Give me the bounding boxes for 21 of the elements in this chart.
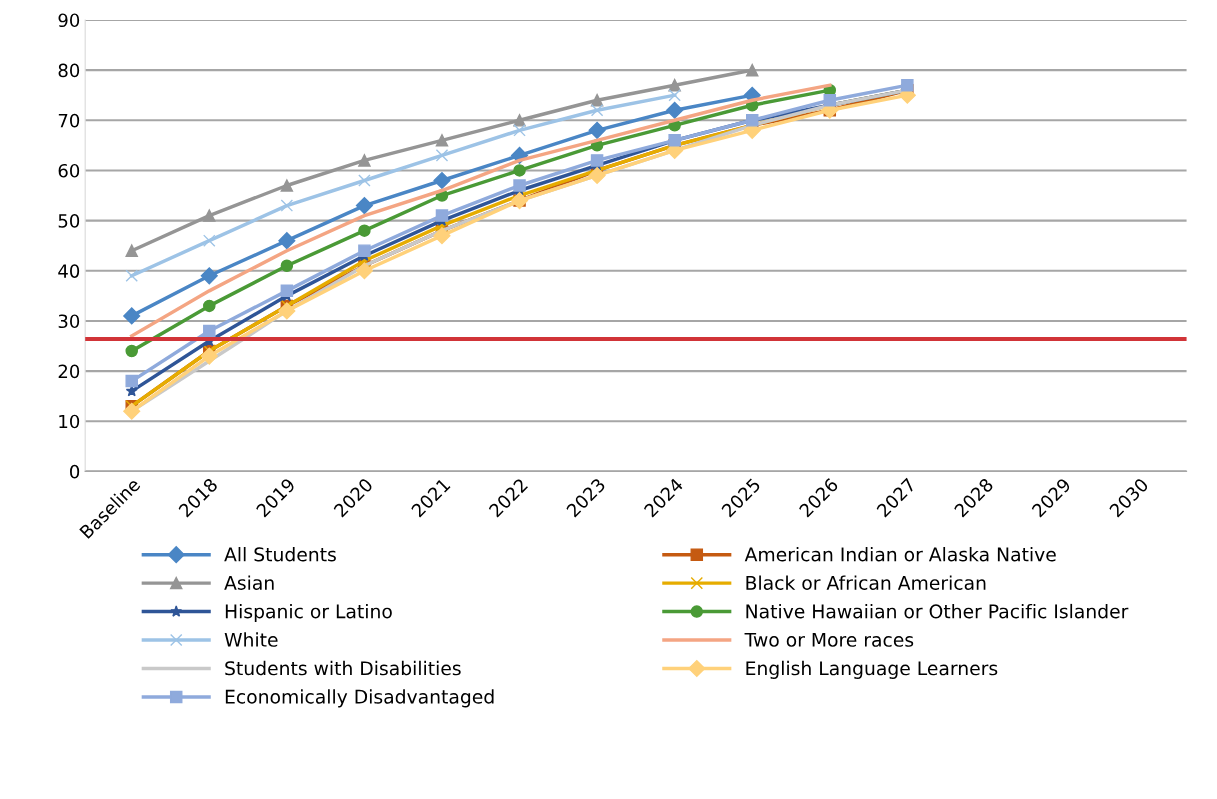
y-tick-label: 70	[58, 113, 80, 128]
legend-label: Two or More races	[744, 632, 914, 647]
legend-label: Black or African American	[746, 575, 986, 590]
y-tick-label: 60	[58, 163, 80, 178]
y-tick-label: 0	[70, 464, 80, 479]
y-tick-label: 30	[58, 314, 80, 329]
legend-label: English Language Learners	[746, 660, 998, 679]
y-tick-label: 10	[59, 414, 80, 429]
legend-label: American Indian or Alaska Native	[744, 546, 1056, 562]
legend-label: Economically Disadvantaged	[225, 689, 494, 708]
legend-label: Asian	[224, 575, 274, 590]
y-tick-label: 80	[58, 63, 80, 78]
legend-label: Hispanic or Latino	[225, 603, 392, 623]
y-tick-label: 90	[58, 13, 80, 28]
legend-label: Students with Disabilities	[225, 660, 461, 676]
legend-label: Native Hawaiian or Other Pacific Islander	[746, 603, 1129, 619]
legend-label: All Students	[224, 546, 336, 562]
legend-label: White	[224, 632, 278, 647]
y-tick-label: 50	[58, 214, 80, 228]
y-tick-label: 40	[58, 264, 80, 278]
y-tick-label: 20	[58, 364, 80, 379]
